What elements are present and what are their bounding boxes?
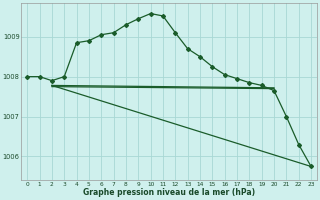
X-axis label: Graphe pression niveau de la mer (hPa): Graphe pression niveau de la mer (hPa) [83, 188, 255, 197]
